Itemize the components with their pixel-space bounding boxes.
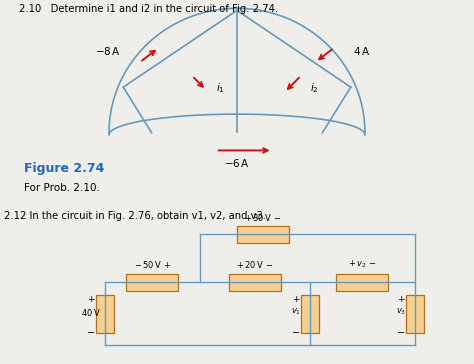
- Text: $-$: $-$: [86, 326, 96, 336]
- Bar: [127, 274, 179, 291]
- Bar: [337, 274, 389, 291]
- Text: $+\,20\,\mathrm{V}\,-$: $+\,20\,\mathrm{V}\,-$: [237, 258, 273, 269]
- Bar: [96, 294, 114, 333]
- Text: $i_2$: $i_2$: [310, 81, 319, 95]
- Text: $+\,30\,\mathrm{V}\,-$: $+\,30\,\mathrm{V}\,-$: [245, 212, 282, 223]
- Text: $+$: $+$: [397, 294, 405, 304]
- Text: $-6\,\mathrm{A}$: $-6\,\mathrm{A}$: [224, 157, 250, 169]
- Text: For Prob. 2.10.: For Prob. 2.10.: [24, 183, 100, 193]
- Text: 2.10   Determine i1 and i2 in the circuit of Fig. 2.74.: 2.10 Determine i1 and i2 in the circuit …: [19, 4, 278, 14]
- Bar: [406, 294, 424, 333]
- Text: 2.12 In the circuit in Fig. 2.76, obtain v1, v2, and v3.: 2.12 In the circuit in Fig. 2.76, obtain…: [4, 211, 266, 221]
- Text: $40\,\mathrm{V}$: $40\,\mathrm{V}$: [81, 306, 101, 318]
- Bar: [301, 294, 319, 333]
- Text: Figure 2.74: Figure 2.74: [24, 162, 104, 175]
- Text: $i_1$: $i_1$: [216, 81, 225, 95]
- Text: $-$: $-$: [292, 326, 301, 336]
- Text: $+$: $+$: [292, 294, 301, 304]
- Bar: [237, 226, 289, 243]
- Bar: [229, 274, 281, 291]
- Text: $4\,\mathrm{A}$: $4\,\mathrm{A}$: [353, 45, 370, 57]
- Text: $-\,50\,\mathrm{V}\,+$: $-\,50\,\mathrm{V}\,+$: [134, 258, 171, 269]
- Text: $v_3$: $v_3$: [396, 307, 406, 317]
- Text: $+$: $+$: [87, 294, 95, 304]
- Text: $+\,v_2\,-$: $+\,v_2\,-$: [348, 258, 377, 269]
- Text: $-8\,\mathrm{A}$: $-8\,\mathrm{A}$: [95, 45, 121, 57]
- Text: $v_1$: $v_1$: [291, 307, 301, 317]
- Text: $-$: $-$: [396, 326, 406, 336]
